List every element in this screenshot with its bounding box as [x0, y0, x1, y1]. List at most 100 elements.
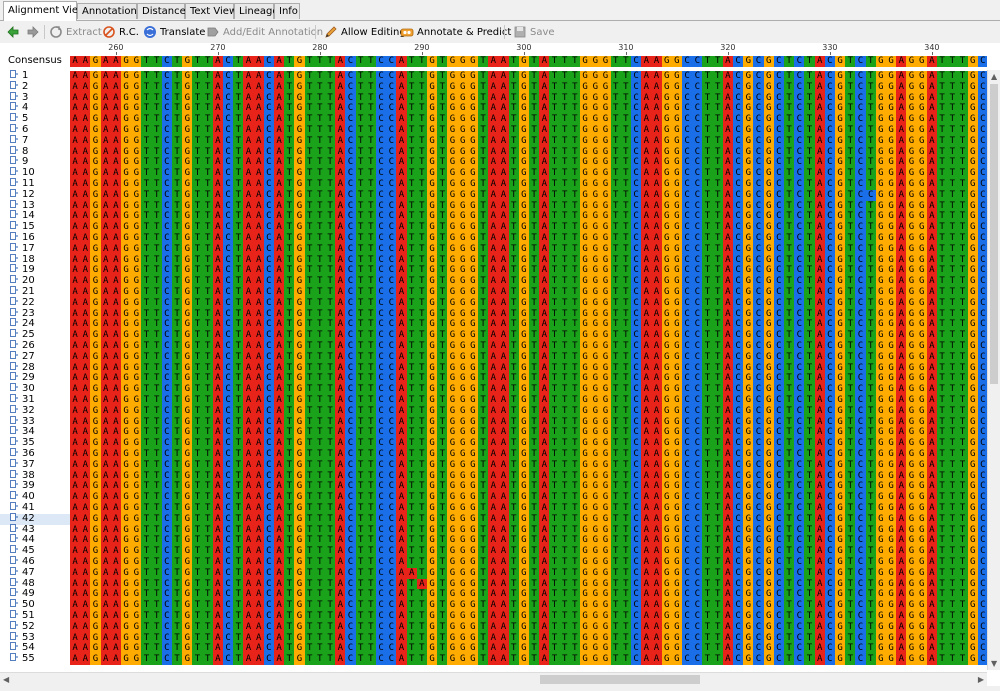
sequence-base[interactable]: C [855, 146, 866, 158]
sequence-base[interactable]: T [202, 481, 213, 493]
sequence-base[interactable]: T [508, 319, 519, 331]
sequence-base[interactable]: A [641, 243, 652, 255]
consensus-base[interactable]: G [661, 56, 672, 67]
sequence-base[interactable]: T [151, 459, 162, 471]
sequence-base[interactable]: A [100, 492, 111, 503]
sequence-base[interactable]: T [284, 168, 295, 179]
sequence-base[interactable]: A [100, 243, 111, 255]
sequence-base[interactable]: C [345, 481, 356, 493]
sequence-base[interactable]: G [661, 449, 672, 460]
sequence-base[interactable]: A [80, 621, 91, 633]
sequence-base[interactable]: A [896, 524, 907, 536]
sequence-base[interactable]: A [396, 362, 407, 374]
sequence-base[interactable]: C [631, 600, 642, 611]
sequence-base[interactable]: C [733, 233, 744, 244]
sequence-base[interactable]: C [345, 276, 356, 287]
sequence-base[interactable]: A [335, 438, 346, 449]
sequence-base[interactable]: C [692, 276, 703, 287]
sequence-base[interactable]: G [600, 373, 611, 385]
sequence-base[interactable]: A [498, 405, 509, 417]
sequence-base[interactable]: T [549, 621, 560, 633]
sequence-base[interactable]: C [794, 611, 805, 622]
sequence-base[interactable]: G [90, 621, 101, 633]
sequence-base[interactable]: A [274, 449, 285, 460]
sequence-base[interactable]: T [233, 405, 244, 417]
sequence-base[interactable]: T [559, 297, 570, 309]
sequence-base[interactable]: T [416, 265, 427, 277]
sequence-base[interactable]: C [753, 524, 764, 536]
sequence-base[interactable]: C [631, 535, 642, 547]
sequence-base[interactable]: T [325, 179, 336, 190]
sequence-base[interactable]: T [192, 308, 203, 320]
sequence-base[interactable]: T [202, 513, 213, 525]
sequence-base[interactable]: C [692, 611, 703, 622]
sequence-base[interactable]: A [722, 557, 733, 568]
sequence-base[interactable]: T [957, 567, 968, 579]
sequence-base[interactable]: C [682, 319, 693, 331]
sequence-base[interactable]: A [253, 222, 264, 233]
sequence-base[interactable]: T [304, 459, 315, 471]
sequence-base[interactable]: G [90, 330, 101, 341]
sequence-base[interactable]: T [947, 287, 958, 298]
sequence-base[interactable]: G [661, 427, 672, 439]
sequence-base[interactable]: A [396, 135, 407, 147]
sequence-base[interactable]: T [702, 308, 713, 320]
sequence-base[interactable]: G [886, 481, 897, 493]
sequence-base[interactable]: A [722, 384, 733, 395]
sequence-base[interactable]: G [447, 567, 458, 579]
sequence-base[interactable]: T [416, 330, 427, 341]
sequence-base[interactable]: C [376, 71, 387, 82]
sequence-base[interactable]: G [763, 481, 774, 493]
sequence-base[interactable]: G [518, 254, 529, 266]
sequence-base[interactable]: C [631, 589, 642, 601]
sequence-base[interactable]: C [733, 71, 744, 82]
sequence-base[interactable]: A [253, 449, 264, 460]
sequence-base[interactable]: G [875, 103, 886, 115]
sequence-base[interactable]: T [325, 146, 336, 158]
sequence-base[interactable]: T [865, 492, 876, 503]
sequence-base[interactable]: A [80, 276, 91, 287]
sequence-base[interactable]: A [488, 589, 499, 601]
sequence-base[interactable]: T [957, 351, 968, 363]
sequence-base[interactable]: A [335, 179, 346, 190]
sequence-base[interactable]: A [396, 71, 407, 82]
sequence-base[interactable]: T [712, 513, 723, 525]
sequence-base[interactable]: T [702, 254, 713, 266]
sequence-base[interactable]: T [151, 233, 162, 244]
sequence-base[interactable]: C [631, 513, 642, 525]
sequence-base[interactable]: T [957, 503, 968, 514]
sequence-base[interactable]: G [906, 438, 917, 449]
sequence-base[interactable]: G [467, 287, 478, 298]
sequence-base[interactable]: C [977, 308, 987, 320]
sequence-base[interactable]: G [835, 459, 846, 471]
sequence-base[interactable]: C [794, 459, 805, 471]
sequence-base[interactable]: T [569, 395, 580, 406]
sequence-base[interactable]: A [335, 557, 346, 568]
sequence-base[interactable]: A [896, 330, 907, 341]
sequence-base[interactable]: A [651, 179, 662, 190]
sequence-base[interactable]: A [243, 373, 254, 385]
sequence-base[interactable]: T [508, 211, 519, 223]
sequence-base[interactable]: T [947, 503, 958, 514]
sequence-base[interactable]: C [824, 589, 835, 601]
sequence-base[interactable]: T [804, 416, 815, 428]
sequence-base[interactable]: C [682, 503, 693, 514]
sequence-base[interactable]: T [406, 405, 417, 417]
consensus-base[interactable]: G [447, 56, 458, 67]
sequence-base[interactable]: T [325, 330, 336, 341]
sequence-base[interactable]: G [835, 308, 846, 320]
sequence-base[interactable]: T [549, 481, 560, 493]
sequence-base[interactable]: T [304, 449, 315, 460]
sequence-base[interactable]: T [141, 557, 152, 568]
sequence-base[interactable]: G [518, 438, 529, 449]
sequence-base[interactable]: C [386, 621, 397, 633]
sequence-base[interactable]: A [539, 319, 550, 331]
sequence-base[interactable]: G [916, 362, 927, 374]
sequence-base[interactable]: T [508, 351, 519, 363]
sequence-base[interactable]: T [284, 405, 295, 417]
sequence-base[interactable]: T [202, 287, 213, 298]
sequence-base[interactable]: A [274, 503, 285, 514]
sequence-base[interactable]: T [406, 362, 417, 374]
sequence-base[interactable]: G [835, 297, 846, 309]
sequence-base[interactable]: T [355, 492, 366, 503]
